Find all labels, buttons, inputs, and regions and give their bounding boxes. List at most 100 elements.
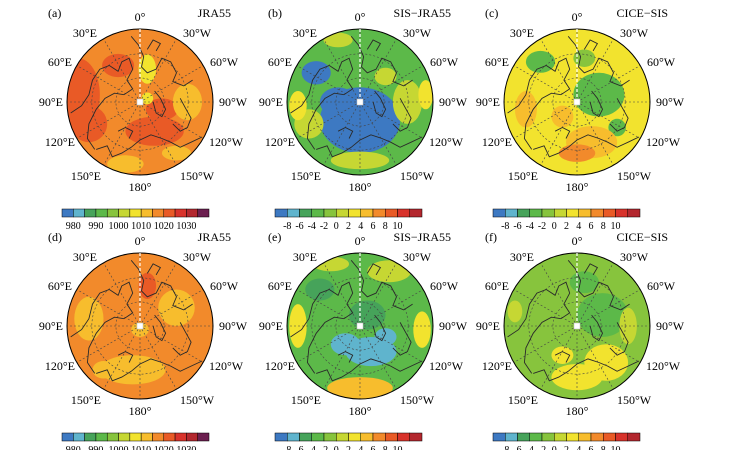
panel-e-field-region-2 — [374, 328, 397, 346]
panel-f-colorbar-cell-3 — [529, 432, 543, 442]
panel-b-lon-120w: 120°W — [429, 135, 464, 149]
panel-a-colorbar-cell-0 — [61, 208, 74, 218]
panel-b-lon-30e: 30°E — [293, 26, 317, 40]
panel-e-colorbar-tick-2: -4 — [308, 445, 316, 450]
panel-f-colorbar-tick-8: 8 — [601, 445, 606, 450]
panel-d-coast — [70, 260, 203, 382]
panel-a-colorbar-cell-5 — [118, 208, 131, 218]
panel-f-colorbar-ticks: -8 -6 -4 -2 0 2 4 6 8 10 — [501, 445, 620, 450]
panel-a-colorbar-cell-12 — [197, 208, 210, 218]
panel-c-colorbar-cell-1 — [505, 208, 518, 218]
panel-e-colorbar-cell-8 — [372, 432, 386, 442]
panel-f-lon-90e: 90°E — [476, 319, 500, 333]
panel-e-colorbar-tick-3: -2 — [320, 445, 328, 450]
panel-d-coastline-1 — [70, 281, 134, 374]
panel-e-coastline-4 — [372, 314, 387, 342]
panel-e-field-region-4 — [349, 300, 386, 330]
panel-c-colorbar-tick-6: 4 — [576, 221, 581, 232]
panel-f-grid — [504, 253, 650, 399]
panel-c-lon-120e: 120°E — [482, 135, 512, 149]
panel-d-lon-120w: 120°W — [209, 359, 244, 373]
panel-c-colorbar-cell-2 — [517, 208, 530, 218]
panel-c-coastline-0 — [567, 36, 630, 87]
panel-d-colorbar-tick-5: 1030 — [176, 445, 196, 450]
panel-f-field-region-3 — [551, 363, 603, 391]
panel-d-meridian-11 — [103, 262, 141, 327]
panel-c-field-region-3 — [608, 118, 626, 137]
panel-e-field-region-7 — [413, 311, 431, 348]
panel-c-colorbar-tick-5: 2 — [564, 221, 569, 232]
panel-f-lon-150e: 150°E — [508, 393, 538, 407]
panel-e-lon-0: 0° — [355, 234, 366, 248]
panel-a-field-region-2 — [102, 53, 135, 78]
panel-f-coastline-5 — [554, 351, 571, 363]
panel-b-colorbar-cell-7 — [360, 208, 374, 218]
panel-d-pole-square — [136, 322, 144, 330]
panel-e-colorbar-tick-4: 0 — [334, 445, 339, 450]
panel-a-coast — [70, 36, 203, 158]
panel-d-colorbar — [61, 432, 210, 442]
panel-a-colorbar — [61, 208, 210, 218]
panel-d-colorbar-cell-10 — [174, 432, 187, 442]
panel-a-field-region-6 — [138, 54, 157, 84]
panel-b-colorbar-tick-5: 2 — [346, 221, 351, 232]
panel-a-letter: (a) — [48, 6, 61, 20]
panel-f-pole-square — [573, 322, 581, 330]
panel-f-lon-60w: 60°W — [647, 279, 676, 293]
panel-c-coastline-3 — [609, 98, 629, 132]
panel-d-lon-60w: 60°W — [210, 279, 239, 293]
panel-a-lon-60e: 60°E — [48, 55, 72, 69]
panel-b-coastline-1 — [290, 57, 354, 150]
panel-b-field-region-7 — [289, 91, 307, 121]
panel-c-meridian-1 — [576, 38, 614, 103]
panel-a-colorbar-cell-8 — [152, 208, 165, 218]
panel-d-colorbar-cell-12 — [197, 432, 210, 442]
panel-e-lon-30e: 30°E — [293, 250, 317, 264]
panel-c-colorbar-ticks: -8 -6 -4 -2 0 2 4 6 8 10 — [501, 221, 620, 232]
panel-f-lon-60e: 60°E — [485, 279, 509, 293]
panel-b-lon-0: 0° — [355, 10, 366, 24]
panel-e-grid — [287, 253, 433, 399]
panel-f-colorbar-cell-5 — [554, 432, 567, 442]
panel-f-colorbar-tick-0: -8 — [501, 445, 509, 450]
panel-c-colorbar-cell-8 — [590, 208, 604, 218]
panel-e-coastline-3 — [392, 322, 412, 356]
panel-b-field-region-0 — [301, 61, 331, 85]
panel-a-coastline-4 — [152, 90, 167, 118]
panel-e-title: SIS−JRA55 — [394, 230, 451, 244]
panel-e-colorbar-cell-9 — [385, 432, 398, 442]
panel-b-pole-square — [356, 98, 364, 106]
panel-b-colorbar-cell-4 — [323, 208, 337, 218]
panel-e-colorbar-cell-1 — [287, 432, 300, 442]
panel-d-coastline-0 — [130, 260, 193, 311]
panel-a-meridian-4 — [139, 101, 204, 139]
panel-b-grid — [287, 29, 433, 175]
panel-d-colorbar-cell-9 — [163, 432, 176, 442]
panel-f-field-region-6 — [507, 300, 523, 323]
panel-b-colorbar-cell-6 — [348, 208, 361, 218]
panel-d-colorbar-tick-0: 980 — [66, 445, 81, 450]
panel-a-coastline-2 — [96, 134, 203, 158]
panel-f-title: CICE−SIS — [617, 230, 668, 244]
panel-b-coastline-5 — [337, 126, 354, 139]
panel-e-colorbar-cell-6 — [348, 432, 361, 442]
panel-f-coast — [507, 260, 640, 382]
panel-b-colorbar-tick-7: 6 — [371, 221, 376, 232]
panel-a-coastline-0 — [130, 36, 193, 87]
panel-e-colorbar-tick-1: -6 — [295, 445, 303, 450]
panel-e-colorbar-tick-8: 8 — [383, 445, 388, 450]
panel-c-pole-marker — [573, 29, 581, 106]
panel-c-meridian-4 — [576, 101, 641, 139]
panel-e-colorbar-tick-5: 2 — [346, 445, 351, 450]
panel-b-lon-150w: 150°W — [400, 169, 435, 183]
panel-a-field-region-5 — [172, 83, 203, 121]
panel-c-colorbar-tick-1: -6 — [513, 221, 521, 232]
panel-d-colorbar-cell-11 — [186, 432, 198, 442]
panel-d-colorbar-tick-2: 1000 — [109, 445, 129, 450]
panel-b-colorbar-cell-8 — [372, 208, 386, 218]
panel-f-colorbar-tick-6: 4 — [576, 445, 581, 450]
panel-b-coastline-6 — [366, 39, 382, 52]
panel-a-pole-square — [136, 98, 144, 106]
panel-e: (e) SIS−JRA55 0° 30°W 60°W 90°W 120°W 15… — [259, 230, 468, 450]
